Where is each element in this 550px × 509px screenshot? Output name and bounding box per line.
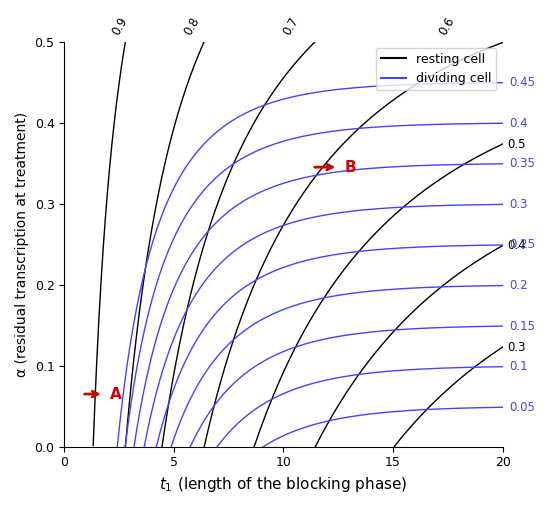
Text: 0.5: 0.5 xyxy=(507,137,525,151)
Text: 0.4: 0.4 xyxy=(507,239,526,252)
X-axis label: $t_1$ (length of the blocking phase): $t_1$ (length of the blocking phase) xyxy=(160,475,408,494)
Text: 0.7: 0.7 xyxy=(280,15,301,38)
Text: 0.3: 0.3 xyxy=(509,198,527,211)
Text: 0.35: 0.35 xyxy=(509,157,535,171)
Text: 0.1: 0.1 xyxy=(509,360,528,373)
Text: 0.45: 0.45 xyxy=(509,76,535,89)
Legend: resting cell, dividing cell: resting cell, dividing cell xyxy=(376,48,496,90)
Text: 0.2: 0.2 xyxy=(509,279,528,292)
Text: 0.15: 0.15 xyxy=(509,320,535,332)
Text: 0.3: 0.3 xyxy=(507,341,525,354)
Y-axis label: α (residual transcription at treatment): α (residual transcription at treatment) xyxy=(15,111,29,377)
Text: 0.6: 0.6 xyxy=(437,15,458,38)
Text: B: B xyxy=(345,160,356,175)
Text: A: A xyxy=(111,386,122,402)
Text: 0.25: 0.25 xyxy=(509,238,535,251)
Text: 0.4: 0.4 xyxy=(509,117,528,130)
Text: 0.9: 0.9 xyxy=(109,15,130,38)
Text: 0.05: 0.05 xyxy=(509,401,535,414)
Text: 0.8: 0.8 xyxy=(182,15,202,38)
